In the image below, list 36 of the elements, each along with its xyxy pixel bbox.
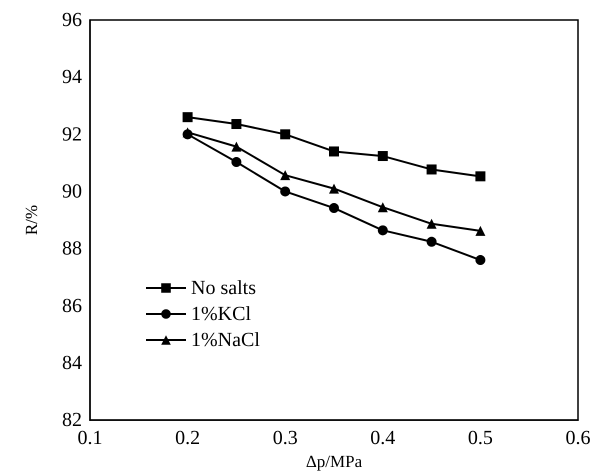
legend-label: 1%NaCl (191, 329, 260, 351)
point (329, 203, 339, 214)
point (231, 157, 242, 168)
x-axis-title: Δp/MPa (306, 452, 363, 471)
point (280, 186, 290, 196)
y-tick-label: 90 (62, 180, 82, 202)
point (231, 119, 242, 130)
point (426, 218, 437, 229)
y-tick-label: 84 (62, 352, 82, 374)
legend-label: No salts (191, 277, 256, 299)
point (378, 225, 388, 236)
point (475, 226, 486, 236)
legend-label: 1%KCl (191, 303, 252, 325)
y-axis-title: R/% (22, 204, 41, 236)
point (280, 170, 290, 180)
point (475, 255, 486, 266)
x-tick-label: 0.2 (175, 427, 200, 450)
y-tick-label: 86 (62, 294, 82, 317)
point (378, 151, 388, 162)
point (378, 202, 388, 212)
x-tick-label: 0.6 (566, 427, 590, 450)
point (280, 129, 290, 140)
x-tick-label: 0.3 (272, 427, 298, 450)
y-tick-label: 96 (62, 9, 82, 31)
y-tick-label: 88 (62, 238, 82, 260)
point (475, 171, 486, 182)
point (426, 164, 437, 174)
x-tick-label: 0.5 (468, 427, 493, 450)
y-tick-label: 94 (62, 66, 82, 88)
point (329, 146, 339, 156)
point (231, 142, 242, 152)
x-tick-label: 0.4 (370, 427, 396, 450)
point (182, 112, 193, 122)
y-tick-label: 92 (62, 123, 82, 146)
point (426, 236, 437, 247)
point (329, 184, 339, 194)
